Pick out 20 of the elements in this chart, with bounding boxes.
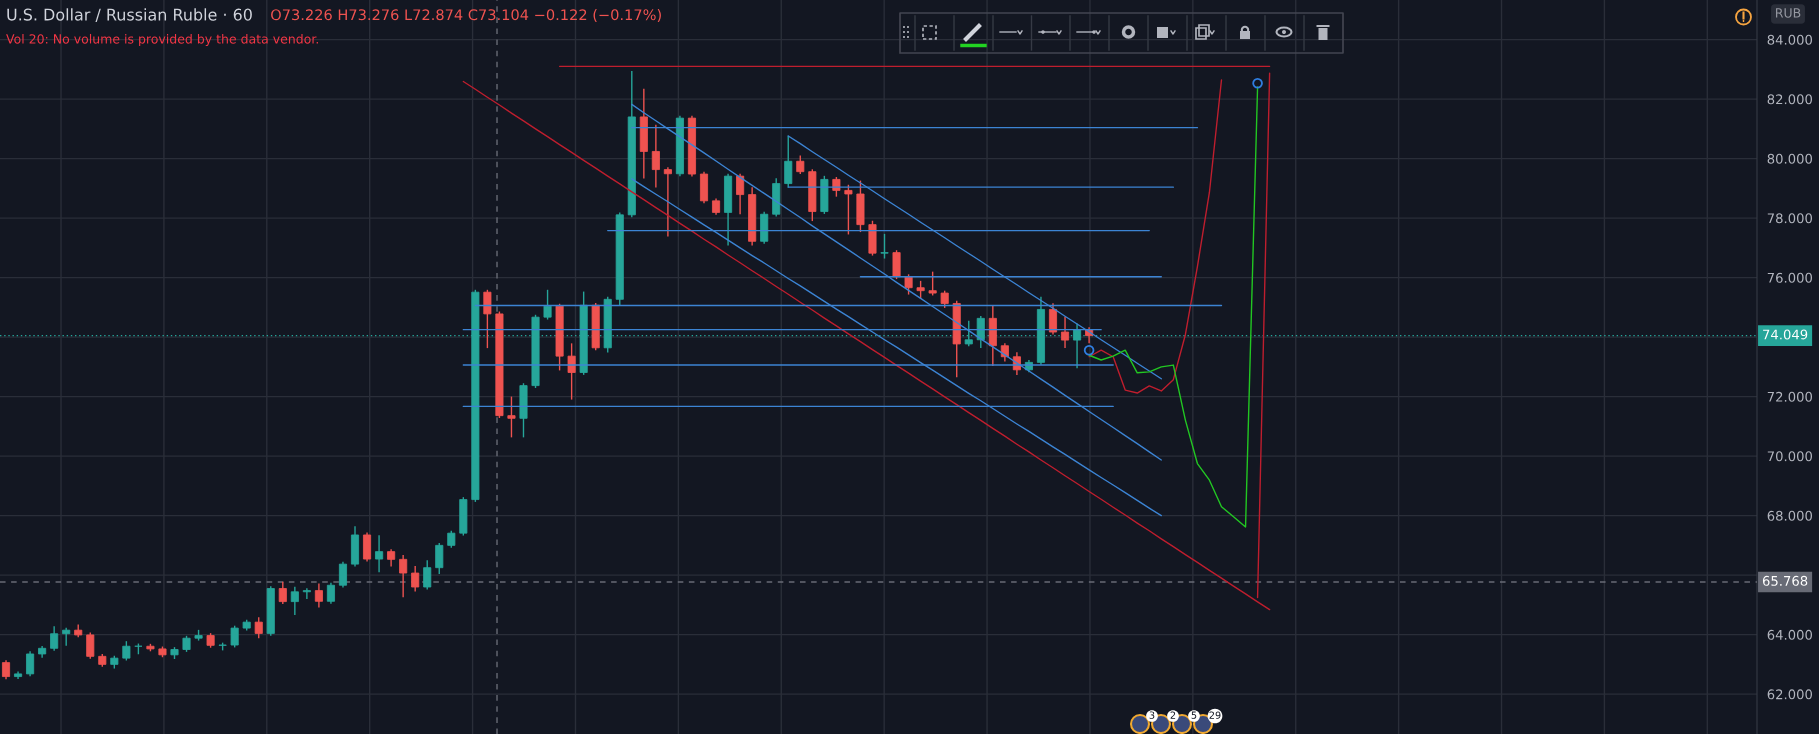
text: O73.226 H73.276 L72.874 C73.104 −0.122 (−0.17%) xyxy=(271,8,661,22)
y-tick-label: 72.000 xyxy=(1767,391,1813,402)
annotation: 2 xyxy=(1170,711,1176,719)
annotation: 5 xyxy=(1191,711,1197,719)
y-tick-label: 76.000 xyxy=(1767,272,1813,283)
y-tick-label: 68.000 xyxy=(1767,510,1813,521)
y-tick-label: 84.000 xyxy=(1767,34,1813,45)
annotation: 3 xyxy=(1149,711,1155,719)
y-tick-label: 64.000 xyxy=(1767,629,1813,640)
y-tick-label: 62.000 xyxy=(1767,689,1813,700)
chart-title: U.S. Dollar / Russian Ruble · 60 xyxy=(7,8,252,22)
annotation: Vol 20: No volume is provided by the data vendor. xyxy=(6,33,318,47)
annotation: 29 xyxy=(1209,711,1221,719)
y-tick-label: 70.000 xyxy=(1767,451,1813,462)
y-tick-label: 82.000 xyxy=(1767,94,1813,105)
y-tick-label: 80.000 xyxy=(1767,153,1813,164)
y-tick-label: 78.000 xyxy=(1767,213,1813,224)
ref-line-label: 74.049 xyxy=(1763,329,1808,340)
ref-line-label: 65.768 xyxy=(1762,575,1808,586)
y-axis-title: RUB xyxy=(1776,8,1801,18)
